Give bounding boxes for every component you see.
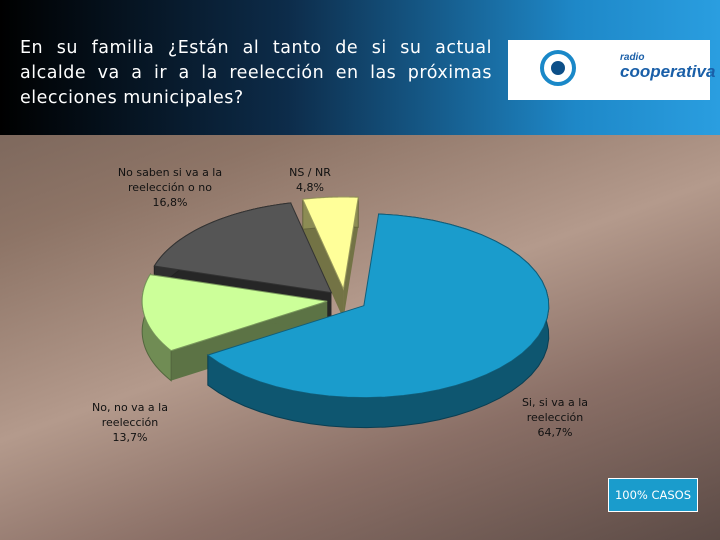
- chart-title: En su familia ¿Están al tanto de si su a…: [20, 38, 492, 108]
- slice-wall: [302, 199, 344, 320]
- logo: radio cooperativa: [508, 40, 715, 100]
- slice-top: [153, 202, 333, 294]
- slice-top: [141, 274, 328, 352]
- slice-wall: [343, 197, 359, 320]
- slice-top: [302, 196, 359, 291]
- data-label: Si, si va a la reelección 64,7%: [495, 395, 615, 440]
- category-label: No, no va a la reelección: [92, 401, 168, 429]
- slice: [206, 213, 550, 429]
- note: 100% CASOS: [608, 478, 698, 512]
- data-label: No, no va a la reelección 13,7%: [70, 400, 190, 445]
- slice-top: [206, 213, 550, 399]
- data-label: No saben si va a la reelección o no 16,8%: [110, 165, 230, 210]
- value-label: 16,8%: [152, 196, 188, 209]
- category-label: Si, si va a la reelección: [521, 396, 589, 424]
- value-label: 4,8%: [296, 181, 324, 194]
- value-label: 13,7%: [112, 431, 148, 444]
- category-label: NS / NR: [289, 166, 331, 179]
- category-label: No saben si va a la reelección o no: [117, 166, 223, 194]
- logo-text: cooperativa: [620, 62, 716, 81]
- logo-icon: [540, 50, 576, 86]
- slice: [302, 196, 359, 320]
- logo-text: radio: [620, 52, 645, 63]
- value-label: 64,7%: [537, 426, 573, 439]
- data-label: NS / NR 4,8%: [250, 165, 370, 195]
